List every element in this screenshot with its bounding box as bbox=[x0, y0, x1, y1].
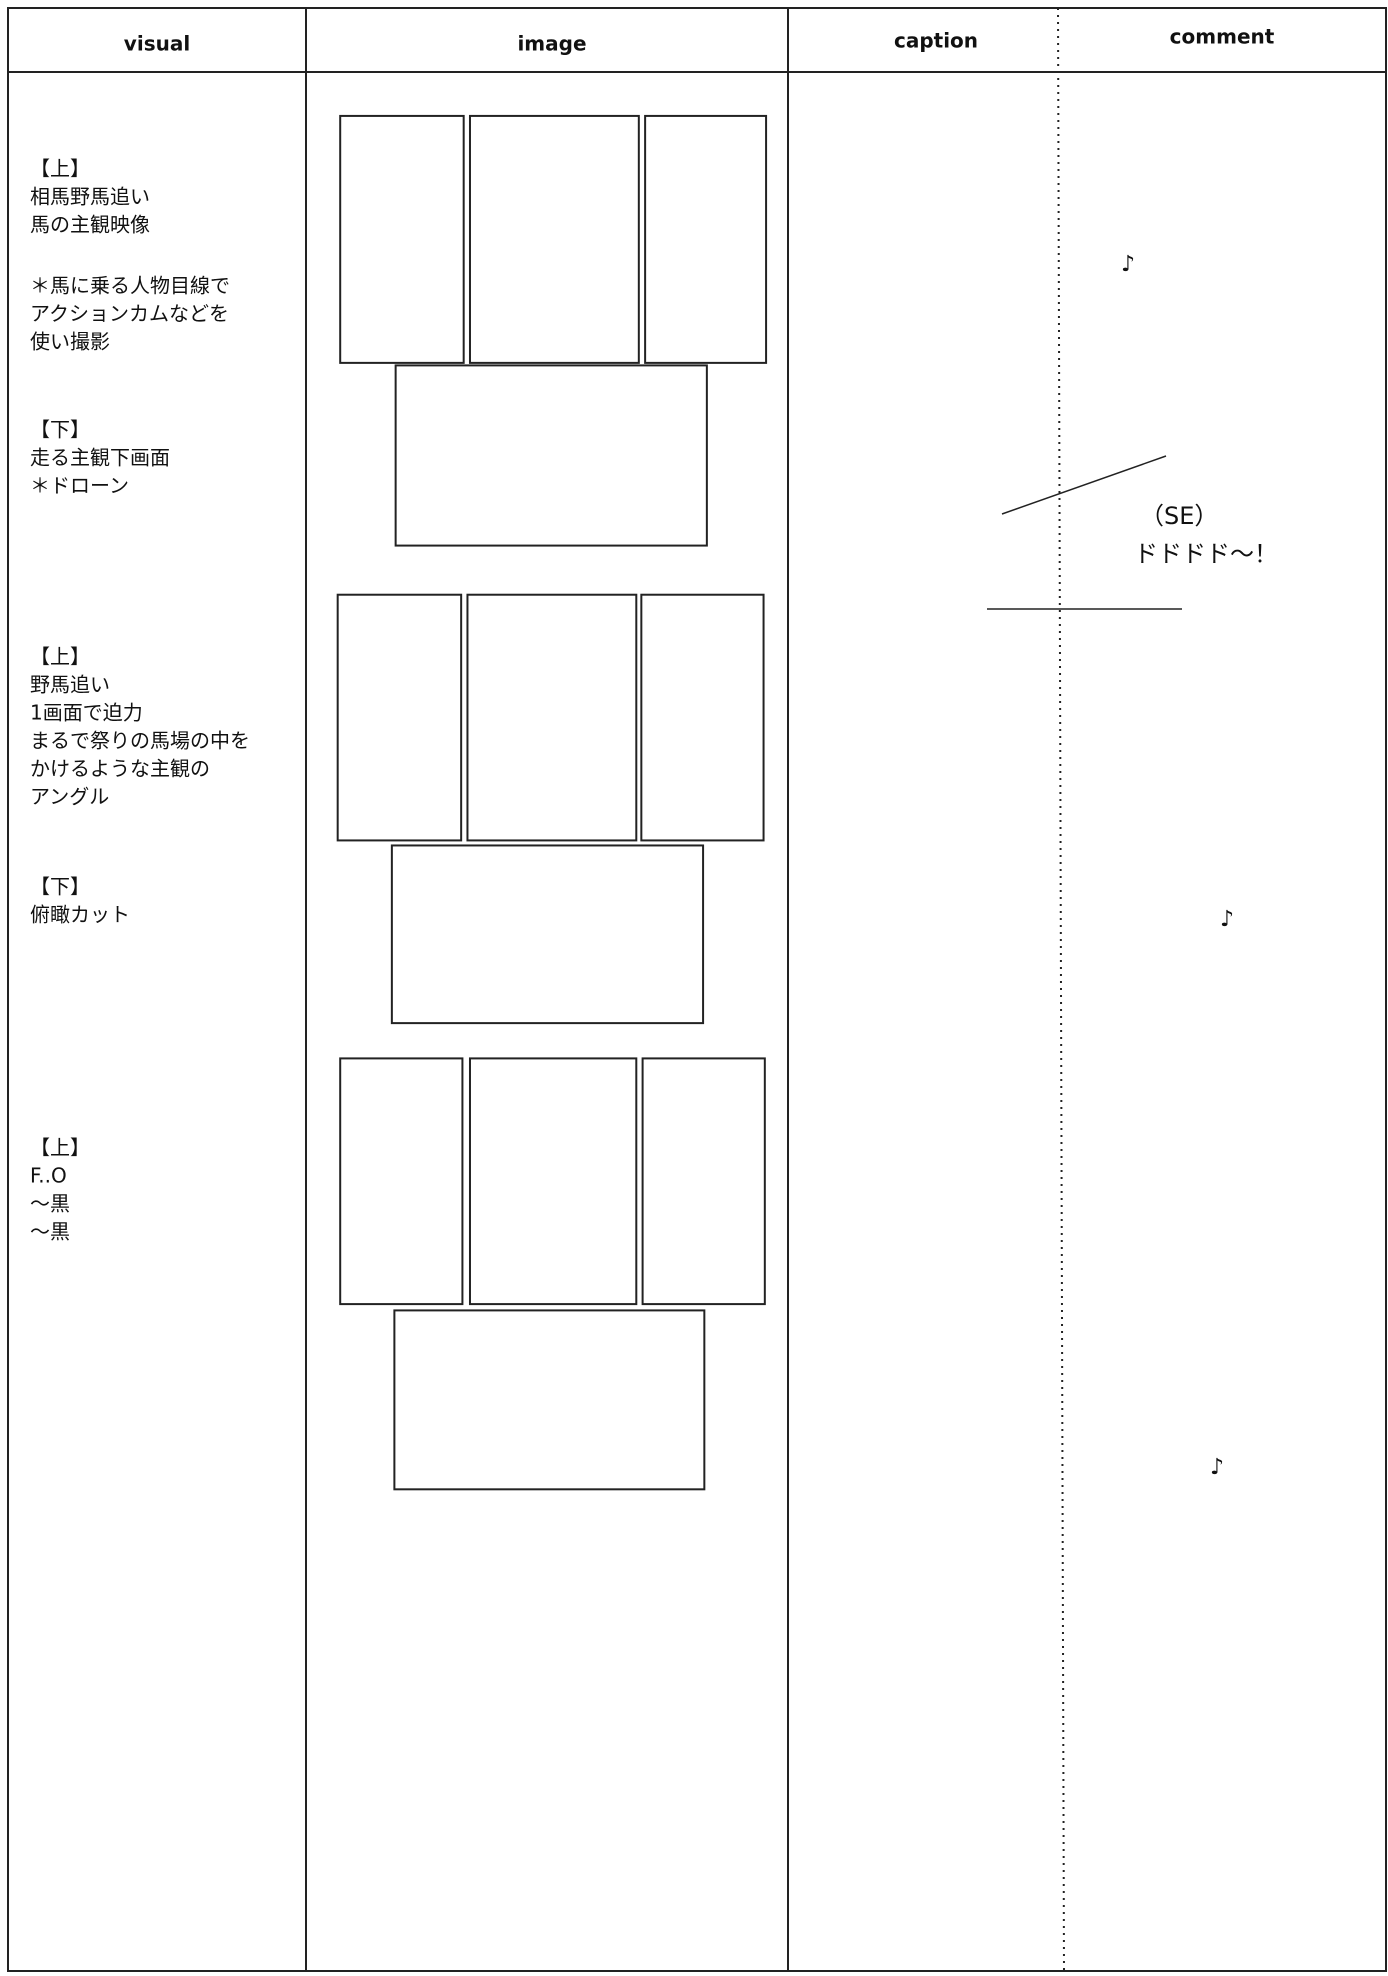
visual-note: 馬の主観映像 bbox=[30, 213, 150, 237]
visual-note: アングル bbox=[30, 785, 109, 809]
comment: （SE） bbox=[1140, 502, 1218, 530]
sketch-frame bbox=[644, 114, 768, 364]
sketch-frame bbox=[468, 1057, 638, 1306]
sketch-frame bbox=[466, 593, 638, 842]
visual-note: 俯瞰カット bbox=[30, 903, 130, 927]
visual-note: 使い撮影 bbox=[30, 330, 110, 354]
visual-note: アクションカムなどを bbox=[30, 302, 229, 326]
visual-note: かけるような主観の bbox=[30, 757, 210, 781]
comment: ♪ bbox=[1121, 252, 1135, 277]
visual-note: ＊馬に乗る人物目線で bbox=[30, 274, 230, 298]
sketch-frame bbox=[339, 1057, 464, 1306]
table-border bbox=[7, 7, 1387, 1972]
comment: ♪ bbox=[1210, 1455, 1224, 1480]
visual-note: ～黒 bbox=[30, 1220, 70, 1244]
visual-note: 【下】 bbox=[30, 418, 90, 442]
sketch-frame bbox=[641, 1057, 766, 1306]
column-header: visual bbox=[124, 32, 190, 56]
visual-note: 相馬野馬追い bbox=[30, 185, 150, 209]
sound-line bbox=[1001, 455, 1167, 515]
visual-note: 1画面で迫力 bbox=[30, 701, 143, 725]
sketch-frame bbox=[336, 593, 463, 842]
dotted-divider bbox=[1057, 7, 1065, 1972]
visual-note: 【下】 bbox=[30, 875, 90, 899]
visual-note: 走る主観下画面 bbox=[30, 446, 170, 470]
sketch-frame bbox=[393, 1309, 706, 1491]
column-header: caption bbox=[894, 29, 978, 53]
sketch-frame bbox=[640, 593, 765, 842]
visual-note: 【上】 bbox=[30, 645, 90, 669]
sketch-frame bbox=[390, 844, 705, 1025]
visual-note: ～黒 bbox=[30, 1192, 70, 1216]
sketch-frame bbox=[339, 114, 465, 364]
visual-note: まるで祭りの馬場の中を bbox=[30, 729, 250, 753]
comment: ♪ bbox=[1220, 907, 1234, 932]
column-header: image bbox=[517, 32, 586, 56]
sketch-frame bbox=[468, 114, 640, 364]
sketch-frame bbox=[394, 364, 708, 547]
visual-note: F..O bbox=[30, 1164, 67, 1188]
visual-note: 【上】 bbox=[30, 1136, 90, 1160]
visual-note: 野馬追い bbox=[30, 673, 110, 697]
comment: ドドドド～！ bbox=[1134, 540, 1278, 568]
visual-note: ＊ドローン bbox=[30, 474, 129, 498]
column-header: comment bbox=[1170, 25, 1275, 49]
visual-note: 【上】 bbox=[30, 157, 90, 181]
